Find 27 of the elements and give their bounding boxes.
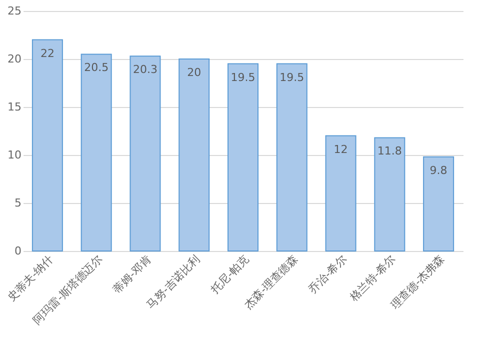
bar	[228, 63, 258, 252]
bar	[130, 56, 161, 252]
y-tick-label: 0	[14, 244, 22, 258]
data-label: 12	[334, 142, 348, 156]
data-label: 19.5	[230, 70, 256, 84]
data-label: 9.8	[430, 164, 448, 177]
bar	[32, 39, 63, 252]
bar	[80, 54, 112, 252]
bar	[178, 58, 210, 252]
data-label: 11.8	[377, 144, 402, 158]
y-tick-label: 15	[8, 100, 22, 114]
x-tick-label: 托尼-帕克	[208, 252, 252, 297]
bar	[276, 63, 308, 252]
bar	[325, 135, 356, 252]
y-tick-label: 10	[8, 148, 22, 162]
x-tick-label: 乔治-希尔	[306, 252, 350, 296]
data-label: 20	[187, 66, 202, 79]
data-label: 20.5	[84, 61, 109, 74]
bar	[374, 137, 406, 252]
y-tick-label: 20	[8, 52, 22, 66]
data-label: 20.3	[132, 63, 158, 76]
y-tick-label: 25	[8, 4, 22, 18]
data-label: 22	[40, 46, 54, 60]
x-tick-label: 蒂姆-邓肯	[110, 252, 154, 296]
data-label: 19.5	[280, 70, 304, 84]
bar	[423, 156, 454, 252]
y-tick-label: 5	[14, 196, 22, 210]
